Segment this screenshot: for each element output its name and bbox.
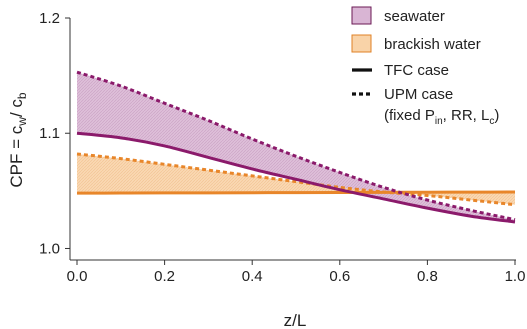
x-tick-label: 0.0 [67,268,88,285]
x-tick-label: 1.0 [505,268,526,285]
series-line-brackish-upm [76,152,516,207]
legend-swatch-seawater [351,6,372,25]
x-tick-label: 0.4 [242,268,263,285]
series-lines [76,70,516,224]
series-line-seawater-tfc [76,131,516,224]
legend-swatch-brackish [351,34,372,53]
legend-note: (fixed Pin, RR, Lc) [384,107,499,127]
legend-label-tfc: TFC case [384,62,449,79]
x-tick-label: 0.2 [154,268,175,285]
y-tick-label: 1.2 [39,10,60,27]
series-line-brackish-tfc [76,190,516,195]
series-line-seawater-upm [76,70,516,222]
x-ticks: 0.0 0.2 0.4 0.6 0.8 1.0 [67,260,526,285]
y-axis-label: CPF = cw/ cb [7,92,29,188]
legend-label-upm: UPM case [384,86,453,103]
legend: seawater brackish water TFC case UPM cas… [351,6,499,127]
legend-label-brackish: brackish water [384,36,481,53]
y-ticks: 1.0 1.1 1.2 [39,10,70,257]
legend-label-seawater: seawater [384,8,445,25]
x-axis-label: z/L [284,311,307,329]
band-seawater [77,72,515,222]
x-tick-label: 0.6 [329,268,350,285]
x-tick-label: 0.8 [417,268,438,285]
y-tick-label: 1.1 [39,125,60,142]
y-tick-label: 1.0 [39,240,60,257]
